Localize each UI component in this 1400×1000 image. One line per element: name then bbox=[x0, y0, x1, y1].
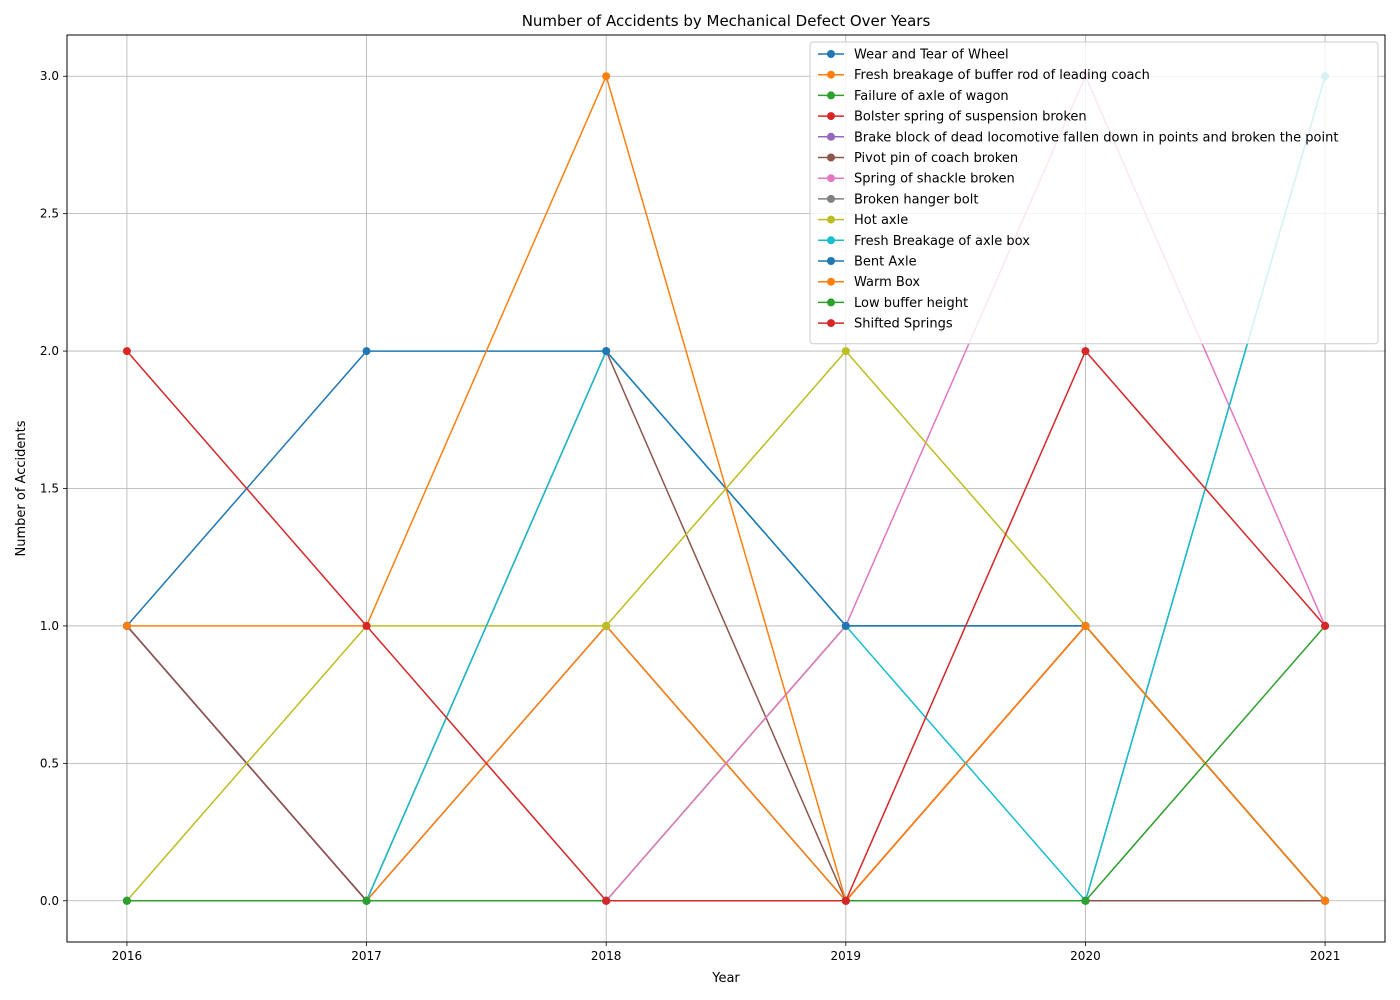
legend-frame bbox=[809, 41, 1379, 345]
legend-marker bbox=[827, 91, 835, 100]
data-point bbox=[1081, 621, 1090, 630]
legend-marker bbox=[827, 50, 835, 58]
legend-item: Bolster spring of suspension broken bbox=[818, 110, 1087, 125]
legend-label: Shifted Springs bbox=[854, 317, 953, 332]
legend-item: Broken hanger bolt bbox=[818, 192, 978, 207]
data-point bbox=[362, 347, 371, 356]
y-tick-label: 2.0 bbox=[40, 344, 59, 358]
series-line bbox=[126, 350, 1326, 902]
legend-marker bbox=[827, 132, 835, 141]
x-axis-title: Year bbox=[711, 971, 740, 986]
x-tick-label: 2016 bbox=[112, 949, 143, 963]
legend-marker bbox=[827, 277, 835, 286]
y-tick-label: 0.0 bbox=[40, 894, 59, 908]
series-group bbox=[122, 347, 1330, 905]
series-lines bbox=[122, 72, 1330, 905]
x-tick-label: 2019 bbox=[831, 949, 862, 963]
data-point bbox=[602, 621, 611, 630]
legend-label: Pivot pin of coach broken bbox=[854, 151, 1018, 166]
legend-marker bbox=[827, 257, 835, 265]
legend-item: Spring of shackle broken bbox=[818, 172, 1015, 187]
data-point bbox=[602, 347, 611, 356]
y-tick-label: 1.5 bbox=[40, 482, 59, 496]
legend-marker bbox=[827, 236, 835, 245]
legend-marker bbox=[827, 319, 835, 328]
legend-label: Hot axle bbox=[854, 213, 908, 228]
legend-marker bbox=[827, 298, 835, 307]
legend-marker bbox=[827, 153, 835, 162]
legend-item: Low buffer height bbox=[818, 296, 968, 311]
y-tick-label: 3.0 bbox=[40, 69, 59, 83]
series-line bbox=[126, 350, 1326, 902]
x-tick-label: 2020 bbox=[1070, 949, 1101, 963]
x-tick-label: 2018 bbox=[591, 949, 622, 963]
chart-title: Number of Accidents by Mechanical Defect… bbox=[522, 12, 931, 30]
data-point bbox=[602, 72, 611, 81]
data-point bbox=[841, 347, 850, 356]
legend-item: Hot axle bbox=[818, 213, 908, 228]
legend-item: Brake block of dead locomotive fallen do… bbox=[818, 130, 1338, 145]
data-point bbox=[362, 621, 371, 630]
legend: Wear and Tear of Wheel Fresh breakage of … bbox=[809, 41, 1379, 345]
data-point bbox=[122, 621, 131, 630]
x-axis-ticks: 2016 2017 2018 2019 2020 2021 bbox=[112, 942, 1341, 963]
legend-marker bbox=[827, 194, 835, 203]
data-point bbox=[122, 896, 131, 905]
legend-item: Wear and Tear of Wheel bbox=[818, 48, 1009, 63]
data-point bbox=[1321, 896, 1330, 905]
legend-marker bbox=[827, 112, 835, 121]
legend-item: Bent Axle bbox=[818, 255, 917, 270]
legend-label: Broken hanger bolt bbox=[854, 192, 978, 207]
legend-item: Pivot pin of coach broken bbox=[818, 151, 1018, 166]
legend-label: Fresh breakage of buffer rod of leading … bbox=[854, 68, 1150, 83]
legend-label: Fresh Breakage of axle box bbox=[854, 234, 1030, 249]
y-tick-label: 1.0 bbox=[40, 619, 59, 633]
y-axis-ticks: 0.0 0.5 1.0 1.5 2.0 2.5 3.0 bbox=[40, 69, 67, 908]
legend-label: Low buffer height bbox=[854, 296, 968, 311]
legend-label: Bent Axle bbox=[854, 255, 917, 270]
y-axis-title: Number of Accidents bbox=[14, 420, 29, 556]
legend-item: Fresh Breakage of axle box bbox=[818, 234, 1030, 249]
legend-label: Wear and Tear of Wheel bbox=[854, 48, 1009, 63]
legend-item: Fresh breakage of buffer rod of leading … bbox=[818, 68, 1150, 83]
legend-marker bbox=[827, 215, 835, 224]
data-point bbox=[1321, 621, 1330, 630]
legend-label: Brake block of dead locomotive fallen do… bbox=[854, 130, 1338, 145]
legend-marker bbox=[827, 70, 835, 79]
data-point bbox=[602, 896, 611, 905]
data-point bbox=[122, 347, 131, 356]
data-point bbox=[362, 896, 371, 905]
legend-item: Warm Box bbox=[818, 275, 920, 290]
legend-marker bbox=[827, 174, 835, 183]
legend-item: Shifted Springs bbox=[818, 317, 953, 332]
legend-label: Failure of axle of wagon bbox=[854, 89, 1009, 104]
x-tick-label: 2021 bbox=[1310, 949, 1341, 963]
legend-item: Failure of axle of wagon bbox=[818, 89, 1009, 104]
y-tick-label: 0.5 bbox=[40, 756, 59, 770]
data-point bbox=[1081, 896, 1090, 905]
legend-label: Bolster spring of suspension broken bbox=[854, 110, 1087, 125]
legend-label: Warm Box bbox=[854, 275, 920, 290]
data-point bbox=[1081, 347, 1090, 356]
legend-label: Spring of shackle broken bbox=[854, 172, 1015, 187]
series-line bbox=[126, 75, 1326, 902]
y-tick-label: 2.5 bbox=[40, 207, 59, 221]
x-tick-label: 2017 bbox=[351, 949, 382, 963]
data-point bbox=[841, 896, 850, 905]
data-point bbox=[841, 621, 850, 630]
